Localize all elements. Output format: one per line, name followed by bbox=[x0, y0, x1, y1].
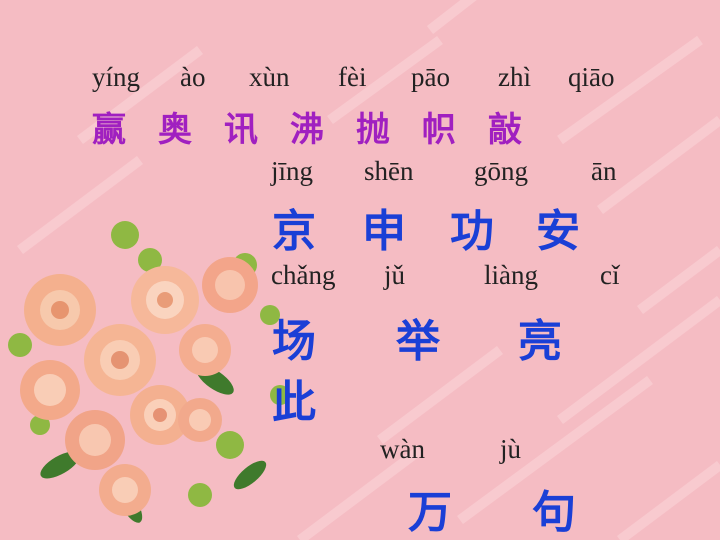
pinyin-shen: shēn bbox=[364, 156, 414, 186]
pinyin-pao: pāo bbox=[411, 62, 450, 92]
hanzi-chang: 场 bbox=[272, 316, 316, 367]
pinyin-ju-2: jù bbox=[500, 434, 522, 464]
hanzi-jing: 京 bbox=[272, 206, 316, 257]
pinyin-ci: cǐ bbox=[600, 260, 620, 290]
pinyin-liang: liàng bbox=[484, 260, 538, 290]
hanzi-qiao: 敲 bbox=[488, 110, 522, 150]
hanzi-liang: 亮 bbox=[518, 316, 562, 367]
hanzi-ying: 赢 bbox=[92, 110, 126, 150]
hanzi-an: 安 bbox=[536, 206, 580, 257]
hanzi-gong: 功 bbox=[450, 206, 494, 257]
hanzi-xun: 讯 bbox=[224, 110, 258, 150]
pinyin-chang: chǎng bbox=[271, 260, 336, 290]
hanzi-fei: 沸 bbox=[290, 110, 324, 150]
rose-bouquet-image bbox=[8, 221, 290, 523]
pinyin-an: ān bbox=[591, 156, 617, 186]
hanzi-wan: 万 bbox=[408, 487, 452, 538]
pinyin-qiao: qiāo bbox=[568, 62, 615, 92]
pinyin-zhi: zhì bbox=[498, 62, 531, 92]
pinyin-jing: jīng bbox=[271, 156, 314, 186]
pinyin-fei: fèi bbox=[338, 62, 367, 92]
hanzi-ao: 奥 bbox=[158, 110, 192, 150]
pinyin-ju: jǔ bbox=[384, 260, 406, 290]
pinyin-wan: wàn bbox=[380, 434, 425, 464]
pinyin-ao: ào bbox=[180, 62, 206, 92]
hanzi-zhi: 帜 bbox=[422, 110, 456, 150]
hanzi-ju: 举 bbox=[396, 316, 440, 367]
hanzi-pao: 抛 bbox=[356, 110, 390, 150]
pinyin-gong: gōng bbox=[474, 156, 528, 186]
hanzi-shen: 申 bbox=[362, 206, 406, 257]
pinyin-ying: yíng bbox=[92, 62, 141, 92]
hanzi-ci: 此 bbox=[272, 377, 316, 428]
pinyin-xun: xùn bbox=[249, 62, 290, 92]
hanzi-ju-2: 句 bbox=[532, 487, 576, 538]
